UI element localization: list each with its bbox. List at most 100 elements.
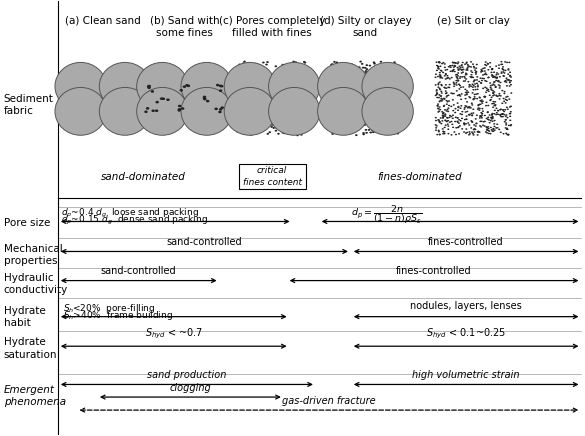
Ellipse shape: [477, 93, 479, 95]
Ellipse shape: [264, 99, 267, 101]
Ellipse shape: [380, 101, 382, 103]
Ellipse shape: [395, 69, 398, 71]
Ellipse shape: [187, 85, 190, 87]
Ellipse shape: [345, 63, 348, 65]
Ellipse shape: [354, 96, 357, 98]
Ellipse shape: [245, 89, 247, 91]
Ellipse shape: [488, 122, 491, 123]
Ellipse shape: [454, 65, 456, 67]
Ellipse shape: [291, 88, 293, 89]
Ellipse shape: [479, 131, 481, 133]
Ellipse shape: [460, 69, 463, 70]
Ellipse shape: [338, 78, 341, 80]
Ellipse shape: [452, 99, 454, 101]
Ellipse shape: [503, 69, 505, 71]
Ellipse shape: [256, 86, 258, 88]
Ellipse shape: [285, 111, 287, 113]
Ellipse shape: [439, 89, 441, 90]
Text: $S_{hyd}$ < ~0.7: $S_{hyd}$ < ~0.7: [145, 327, 202, 341]
Ellipse shape: [338, 121, 341, 123]
Ellipse shape: [347, 102, 350, 104]
Ellipse shape: [280, 104, 283, 106]
Ellipse shape: [469, 84, 470, 85]
Ellipse shape: [359, 70, 362, 72]
Ellipse shape: [366, 68, 368, 70]
Ellipse shape: [442, 116, 444, 118]
Ellipse shape: [374, 111, 377, 112]
Ellipse shape: [361, 86, 364, 88]
Ellipse shape: [457, 80, 459, 81]
Ellipse shape: [393, 115, 395, 116]
Ellipse shape: [340, 133, 343, 134]
Ellipse shape: [374, 105, 377, 106]
Ellipse shape: [485, 105, 487, 106]
Ellipse shape: [348, 95, 350, 97]
Ellipse shape: [454, 112, 456, 113]
Ellipse shape: [465, 92, 467, 93]
Ellipse shape: [342, 85, 345, 87]
Ellipse shape: [337, 88, 340, 90]
Ellipse shape: [269, 62, 320, 110]
Ellipse shape: [450, 65, 452, 67]
Ellipse shape: [242, 65, 245, 67]
Ellipse shape: [457, 68, 459, 70]
Ellipse shape: [277, 84, 280, 86]
Ellipse shape: [508, 79, 510, 81]
Ellipse shape: [329, 74, 332, 76]
Ellipse shape: [302, 112, 305, 114]
Ellipse shape: [247, 98, 250, 99]
Ellipse shape: [350, 114, 353, 116]
Ellipse shape: [509, 75, 511, 77]
Ellipse shape: [446, 95, 448, 96]
Ellipse shape: [502, 109, 504, 111]
Ellipse shape: [456, 77, 458, 78]
Ellipse shape: [355, 78, 357, 80]
Ellipse shape: [466, 92, 468, 94]
Ellipse shape: [266, 88, 269, 90]
Ellipse shape: [304, 90, 306, 92]
Ellipse shape: [283, 82, 285, 84]
Ellipse shape: [482, 68, 484, 69]
Ellipse shape: [502, 69, 504, 70]
Ellipse shape: [443, 105, 445, 106]
Ellipse shape: [493, 72, 495, 73]
Ellipse shape: [480, 82, 482, 84]
Ellipse shape: [439, 106, 441, 108]
Ellipse shape: [270, 78, 272, 80]
Ellipse shape: [329, 76, 332, 78]
Ellipse shape: [503, 75, 504, 77]
Ellipse shape: [372, 131, 374, 133]
Ellipse shape: [245, 99, 247, 101]
Ellipse shape: [507, 129, 508, 130]
Ellipse shape: [391, 67, 394, 69]
Ellipse shape: [387, 107, 390, 109]
Ellipse shape: [435, 117, 437, 119]
Ellipse shape: [301, 75, 304, 77]
Ellipse shape: [470, 77, 473, 78]
Ellipse shape: [352, 131, 354, 133]
Ellipse shape: [146, 107, 149, 110]
Ellipse shape: [246, 101, 248, 103]
Ellipse shape: [437, 105, 439, 107]
Ellipse shape: [437, 119, 439, 121]
Ellipse shape: [457, 95, 459, 96]
Ellipse shape: [267, 133, 269, 135]
Ellipse shape: [256, 66, 259, 68]
Ellipse shape: [343, 63, 346, 65]
Ellipse shape: [441, 98, 442, 99]
Ellipse shape: [249, 128, 252, 130]
Ellipse shape: [487, 116, 489, 118]
Ellipse shape: [469, 133, 471, 135]
Ellipse shape: [493, 128, 494, 129]
Ellipse shape: [467, 64, 469, 65]
Ellipse shape: [280, 94, 283, 95]
Ellipse shape: [243, 131, 246, 133]
Ellipse shape: [445, 96, 448, 98]
Ellipse shape: [259, 122, 261, 123]
Ellipse shape: [380, 102, 382, 103]
Ellipse shape: [362, 89, 364, 91]
Ellipse shape: [243, 85, 246, 87]
Ellipse shape: [166, 99, 170, 101]
Ellipse shape: [488, 130, 490, 132]
Ellipse shape: [396, 69, 398, 71]
